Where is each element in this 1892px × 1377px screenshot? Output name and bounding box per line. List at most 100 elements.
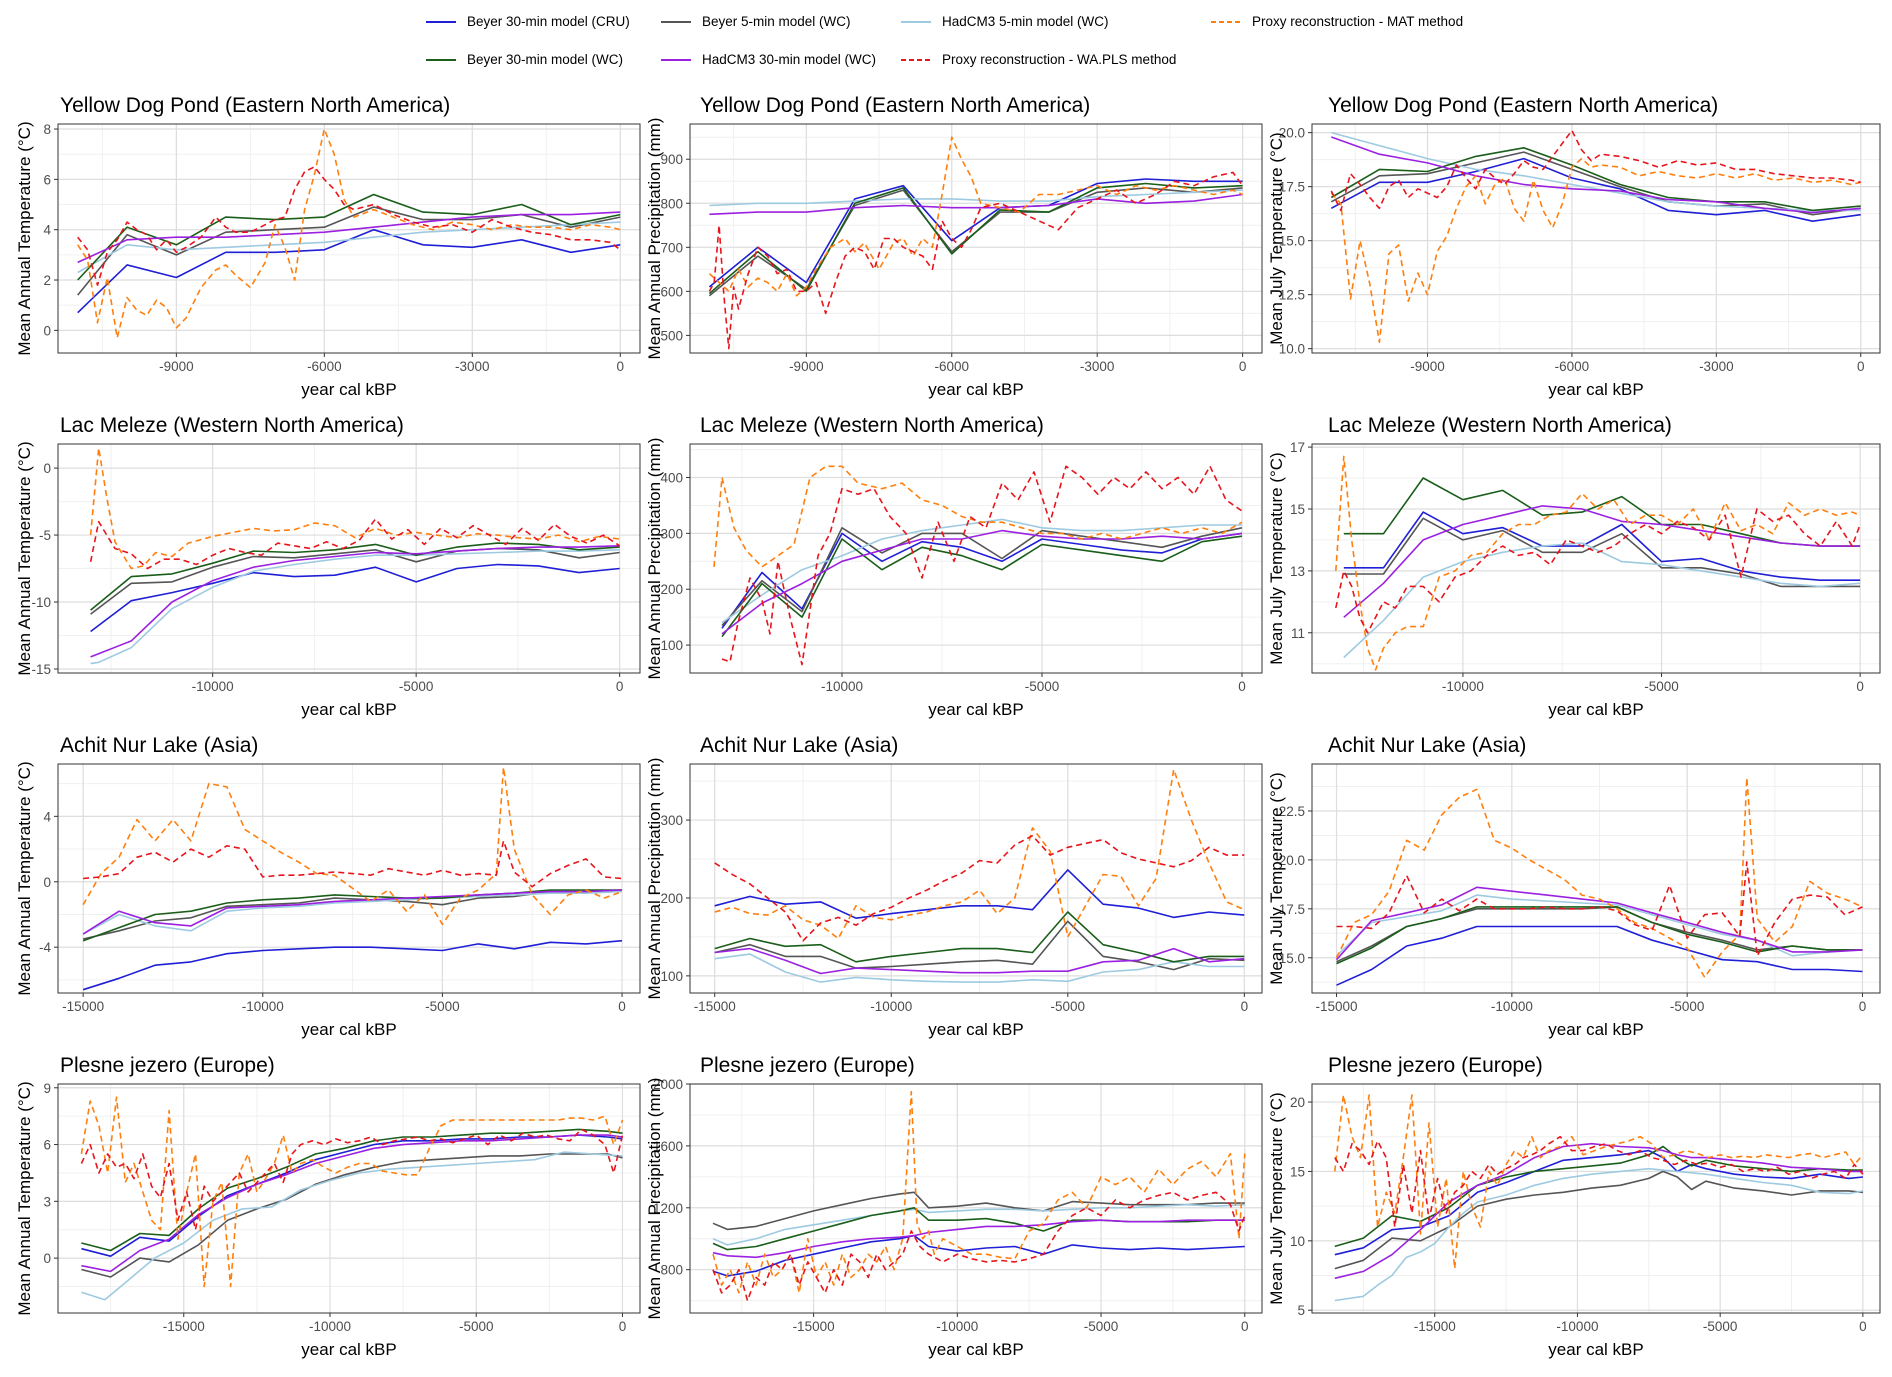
x-tick-label: 0	[1239, 359, 1247, 374]
series-line-hadcm35wc	[1334, 1167, 1864, 1302]
series-line-hadcm35wc	[81, 1151, 623, 1301]
x-tick-label: -15000	[793, 1319, 835, 1334]
x-axis-title: year cal kBP	[1548, 1340, 1643, 1359]
series-line-waproxy	[721, 465, 1243, 666]
x-tick-label: -15000	[62, 999, 104, 1014]
series-line-hadcm35wc	[82, 890, 623, 935]
x-tick-label: -10000	[1556, 1319, 1598, 1334]
series-line-beyer30cru	[714, 869, 1245, 920]
y-tick-label: 5	[1297, 1303, 1305, 1318]
series-line-beyer30wc	[714, 911, 1245, 963]
panel-border	[57, 443, 641, 674]
panel-title: Plesne jezero (Europe)	[60, 1054, 275, 1077]
y-tick-label: -5	[39, 528, 51, 543]
series-line-beyer30cru	[712, 1234, 1245, 1277]
legend-item: Beyer 30-min model (CRU)	[425, 14, 630, 29]
x-axis-title: year cal kBP	[301, 1340, 396, 1359]
y-tick-label: -10	[31, 595, 51, 610]
y-tick-label: 10	[1290, 1234, 1305, 1249]
y-tick-label: 17.5	[1279, 902, 1305, 917]
series-line-waproxy	[1330, 129, 1861, 212]
legend-swatch	[661, 58, 691, 61]
y-axis-title: Mean Annual Precipitation (mm)	[645, 438, 664, 680]
series-line-waproxy	[708, 171, 1244, 350]
x-tick-label: 0	[1857, 359, 1865, 374]
legend-swatch	[426, 20, 456, 23]
series-line-beyer30cru	[90, 563, 620, 633]
legend-item: Proxy reconstruction - MAT method	[1210, 14, 1463, 29]
y-tick-label: -4	[39, 940, 51, 955]
y-tick-label: 15.0	[1279, 234, 1305, 249]
x-tick-label: -15000	[1414, 1319, 1456, 1334]
series-line-hadcm330wc	[709, 193, 1243, 216]
series-line-hadcm35wc	[709, 189, 1243, 207]
series-line-waproxy	[89, 518, 621, 570]
x-tick-label: -10000	[242, 999, 284, 1014]
x-tick-label: -5000	[1644, 679, 1679, 694]
x-tick-label: -10000	[309, 1319, 351, 1334]
x-tick-label: 0	[616, 679, 624, 694]
legend-label: Beyer 5-min model (WC)	[702, 14, 851, 29]
x-tick-label: -5000	[1084, 1319, 1119, 1334]
x-tick-label: 0	[1859, 999, 1867, 1014]
series-line-matproxy	[82, 766, 623, 926]
y-tick-label: 100	[660, 969, 683, 984]
y-tick-label: 6	[43, 172, 51, 187]
series-line-beyer30cru	[721, 532, 1243, 629]
y-tick-label: 20.0	[1279, 853, 1305, 868]
chart-panel: -10000 -5000 0 11 13 15 17 Lac Meleze (Western …	[1267, 414, 1881, 719]
chart-panel: -15000 -10000 -5000 0 100 200 300 Achit Nur Lak…	[645, 734, 1263, 1039]
chart-panel: -9000 -6000 -3000 0 10.0 12.5 15.0 17.5 20.0 Yell…	[1267, 94, 1881, 399]
series-line-matproxy	[713, 465, 1243, 568]
x-tick-label: -10000	[1491, 999, 1533, 1014]
y-tick-label: 4	[43, 809, 51, 824]
y-axis-title: Mean Annual Temperature (°C)	[15, 1081, 34, 1315]
y-tick-label: 400	[660, 471, 683, 486]
y-tick-label: 22.5	[1279, 804, 1305, 819]
series-line-beyer30wc	[1330, 147, 1861, 212]
series-line-beyer5wc	[81, 1153, 623, 1278]
y-tick-label: 2	[43, 273, 51, 288]
y-tick-label: -15	[31, 662, 51, 677]
x-axis-title: year cal kBP	[928, 380, 1023, 399]
panel-title: Achit Nur Lake (Asia)	[1328, 734, 1526, 757]
series-line-beyer5wc	[77, 206, 621, 296]
series-line-hadcm330wc	[77, 211, 621, 264]
series-line-beyer30cru	[82, 939, 623, 991]
chart-panel: -9000 -6000 -3000 0 500 600 700 800 900 Yellow Do…	[645, 94, 1263, 399]
series-line-beyer30cru	[77, 228, 621, 314]
series-line-hadcm35wc	[1335, 894, 1863, 957]
y-tick-label: 300	[660, 526, 683, 541]
y-tick-label: 0	[43, 323, 51, 338]
y-axis-title: Mean July Temperature (°C)	[1267, 772, 1286, 984]
x-tick-label: 0	[619, 1319, 627, 1334]
chart-panel: -9000 -6000 -3000 0 0 2 4 6 8 Yellow Dog Pond (Ea…	[15, 94, 641, 399]
x-tick-label: 0	[617, 359, 625, 374]
series-line-beyer30cru	[708, 178, 1243, 288]
y-tick-label: 9	[43, 1081, 51, 1096]
series-line-waproxy	[83, 840, 623, 888]
series-line-beyer5wc	[1343, 517, 1861, 588]
series-line-waproxy	[80, 1128, 624, 1231]
x-tick-label: -5000	[399, 679, 434, 694]
x-tick-label: 0	[1241, 999, 1249, 1014]
series-line-hadcm330wc	[1343, 505, 1861, 618]
panel-border	[1311, 1083, 1881, 1314]
y-tick-label: 300	[660, 813, 683, 828]
series-line-hadcm330wc	[81, 1134, 623, 1273]
panel-title: Lac Meleze (Western North America)	[60, 414, 404, 437]
y-tick-label: 0	[43, 461, 51, 476]
legend-swatch	[661, 20, 691, 23]
panel-border	[689, 443, 1263, 674]
series-line-hadcm330wc	[90, 545, 620, 658]
panel-border	[57, 763, 641, 994]
y-tick-label: 600	[660, 284, 683, 299]
legend-item: Proxy reconstruction - WA.PLS method	[900, 52, 1176, 67]
panel-border	[1311, 763, 1881, 994]
series-line-hadcm330wc	[82, 889, 623, 935]
x-tick-label: 0	[1859, 1319, 1867, 1334]
x-tick-label: 0	[1856, 679, 1864, 694]
series-line-beyer30cru	[1330, 157, 1861, 222]
y-tick-label: 17.5	[1279, 180, 1305, 195]
series-line-beyer5wc	[712, 1191, 1245, 1231]
